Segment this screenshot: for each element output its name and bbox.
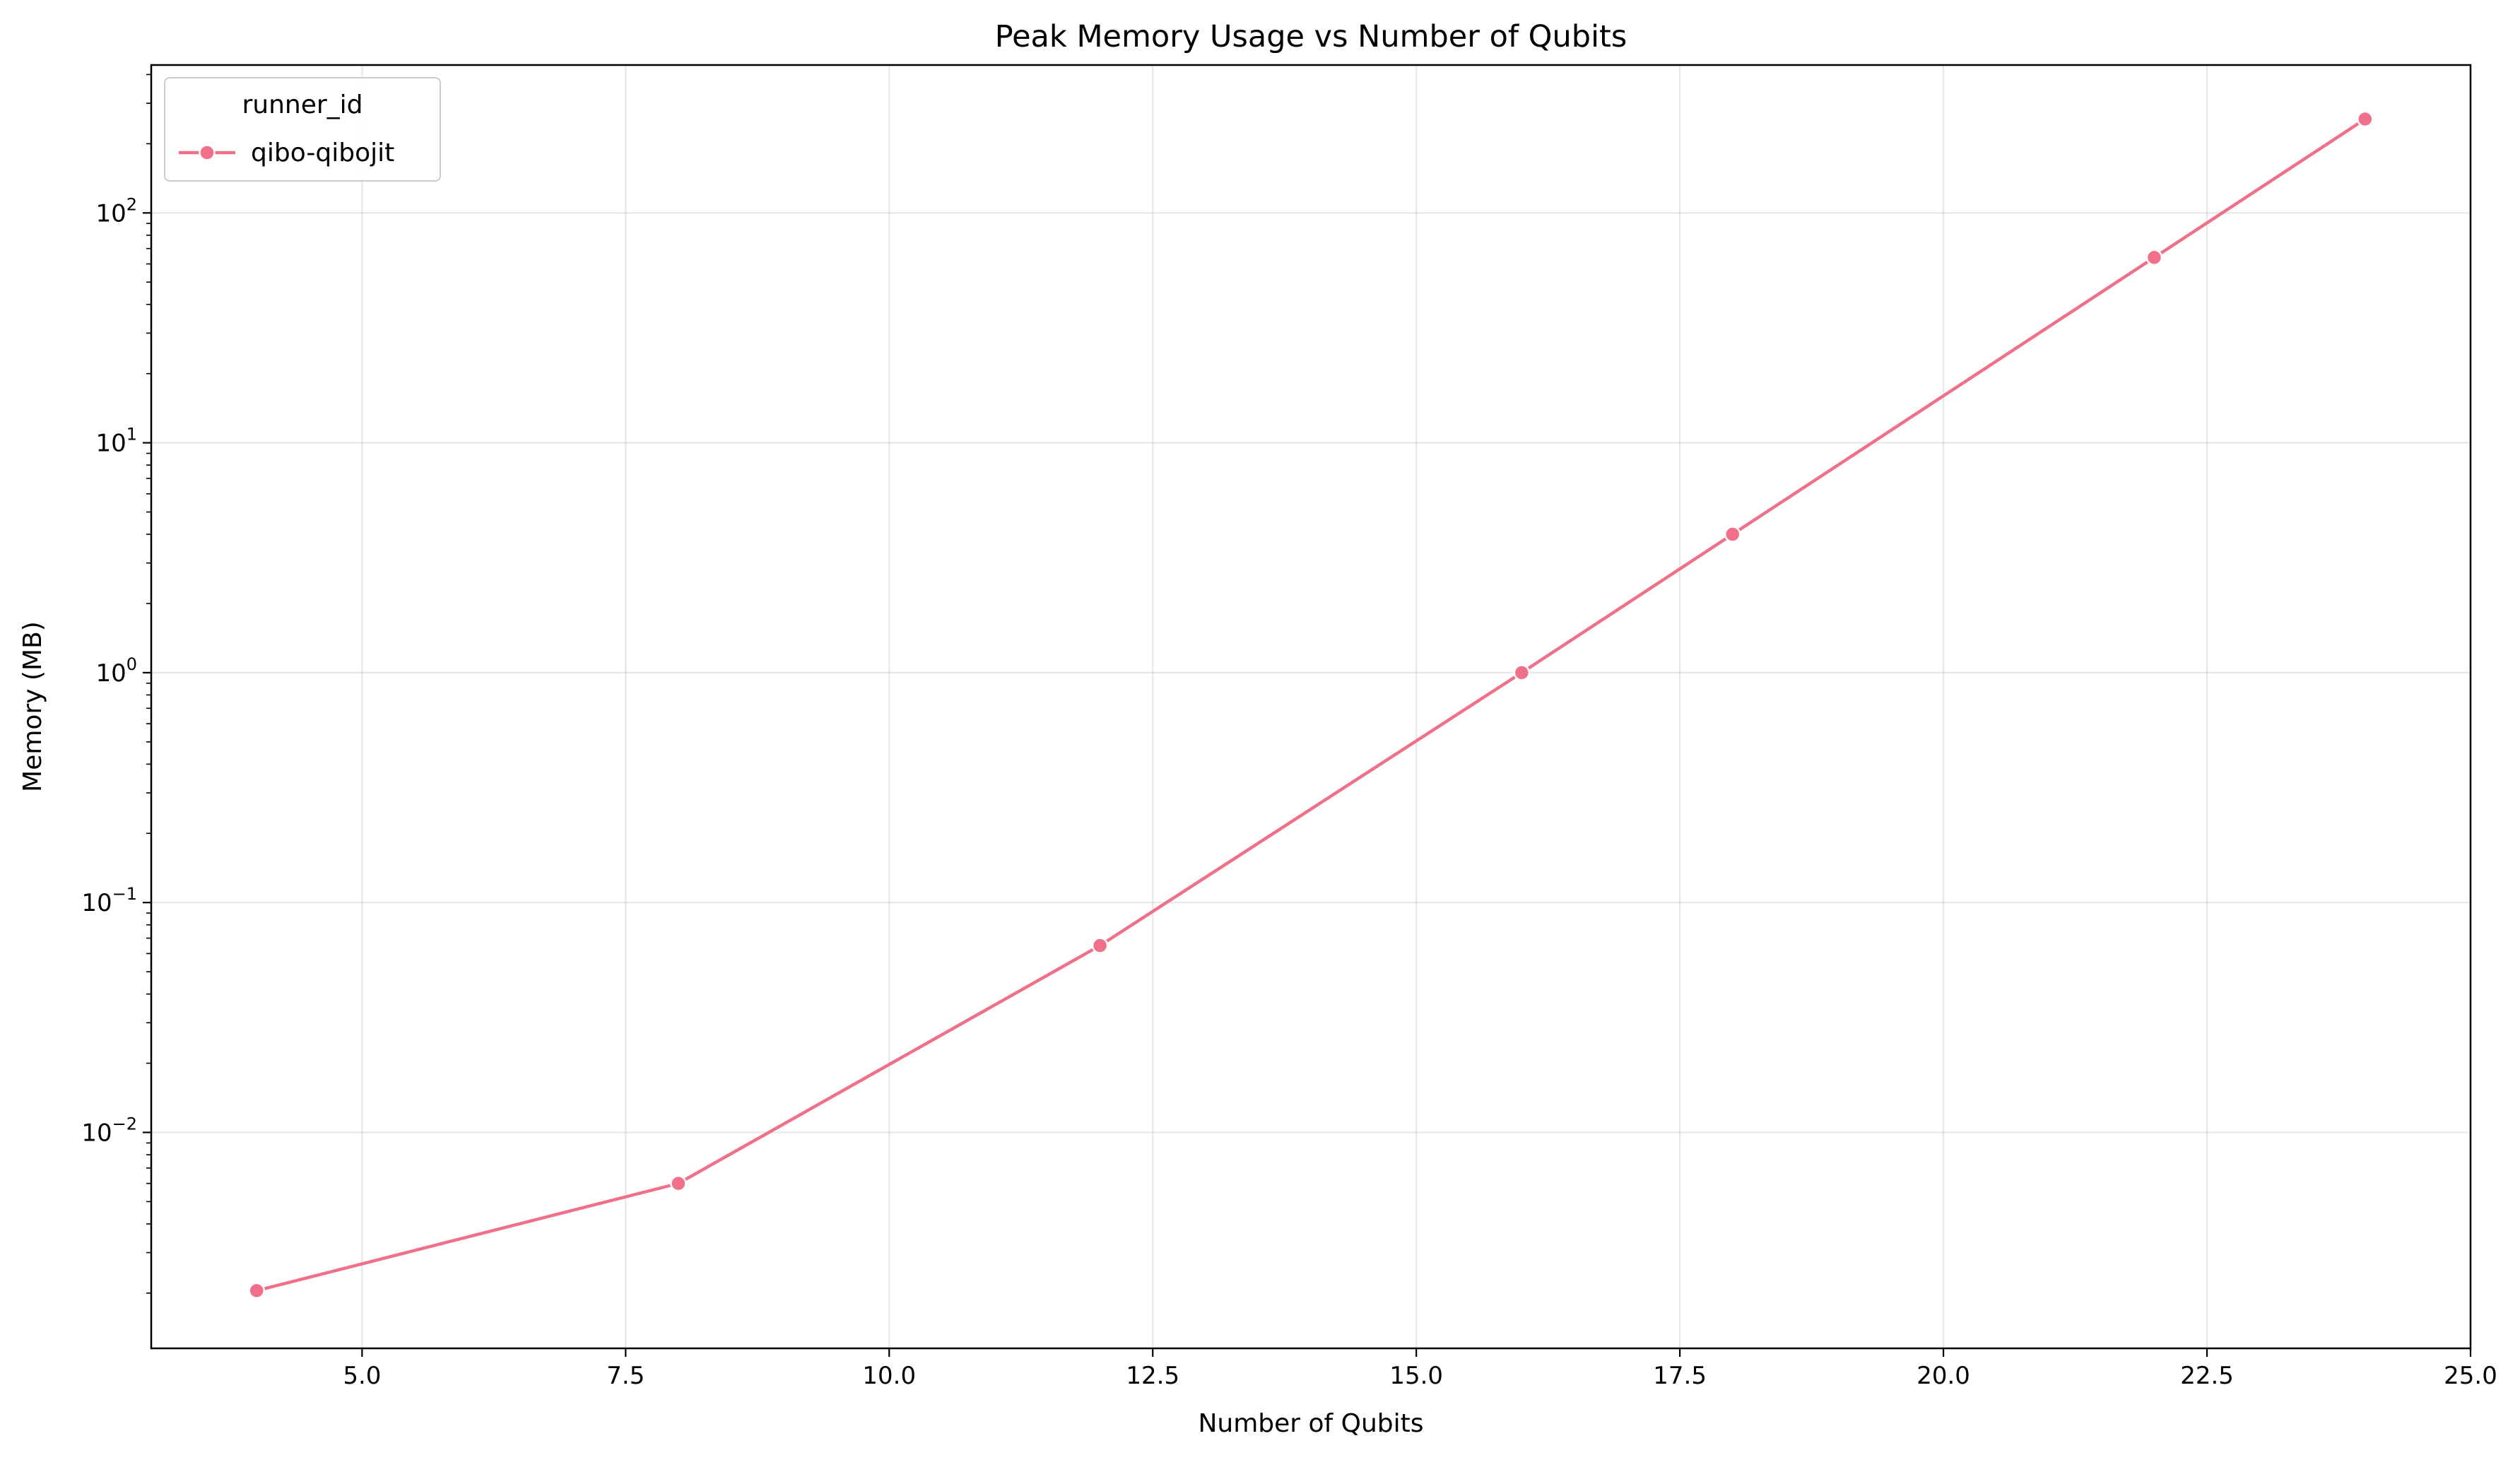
data-point [1091, 937, 1109, 954]
y-tick-label: 102 [95, 194, 137, 228]
data-point [2357, 110, 2374, 128]
series-layer [248, 110, 2374, 1300]
x-tick-label: 7.5 [606, 1362, 644, 1390]
legend[interactable]: runner_id qibo-qibojit [164, 77, 441, 182]
y-axis-ticks: 10−2 10−1 100 101 102 [81, 194, 151, 1147]
grid [151, 65, 2471, 1348]
legend-items: qibo-qibojit [179, 139, 394, 167]
x-axis-ticks: 5.0 7.5 10.0 12.5 15.0 17.5 20.0 22.5 25.0 [343, 1348, 2497, 1390]
legend-title: runner_id [242, 90, 363, 119]
x-tick-label: 22.5 [2180, 1362, 2234, 1390]
x-axis-title: Number of Qubits [1198, 1409, 1423, 1438]
x-tick-label: 17.5 [1653, 1362, 1707, 1390]
plot-frame [150, 64, 2472, 1350]
y-axis-title: Memory (MB) [18, 621, 47, 792]
chart-title: Peak Memory Usage vs Number of Qubits [995, 19, 1627, 54]
y-tick-label: 10−1 [81, 884, 137, 917]
legend-box [164, 77, 441, 182]
legend-swatch-marker [199, 144, 216, 161]
data-point [1724, 526, 1741, 543]
data-point [1513, 664, 1531, 681]
x-tick-label: 12.5 [1126, 1362, 1179, 1390]
y-tick-label: 100 [95, 654, 137, 688]
data-point [670, 1175, 687, 1192]
x-tick-label: 10.0 [862, 1362, 916, 1390]
y-tick-label: 101 [95, 425, 137, 458]
data-point [248, 1282, 265, 1300]
x-tick-label: 20.0 [1917, 1362, 1970, 1390]
legend-label: qibo-qibojit [251, 139, 394, 167]
x-tick-label: 15.0 [1389, 1362, 1443, 1390]
data-point [2145, 249, 2163, 266]
y-tick-label: 10−2 [81, 1114, 137, 1147]
x-tick-label: 25.0 [2444, 1362, 2497, 1390]
x-tick-label: 5.0 [343, 1362, 381, 1390]
